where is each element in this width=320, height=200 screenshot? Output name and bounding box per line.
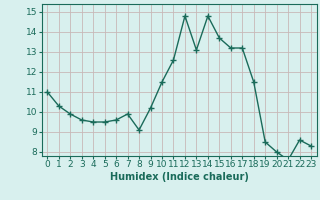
X-axis label: Humidex (Indice chaleur): Humidex (Indice chaleur) <box>110 172 249 182</box>
